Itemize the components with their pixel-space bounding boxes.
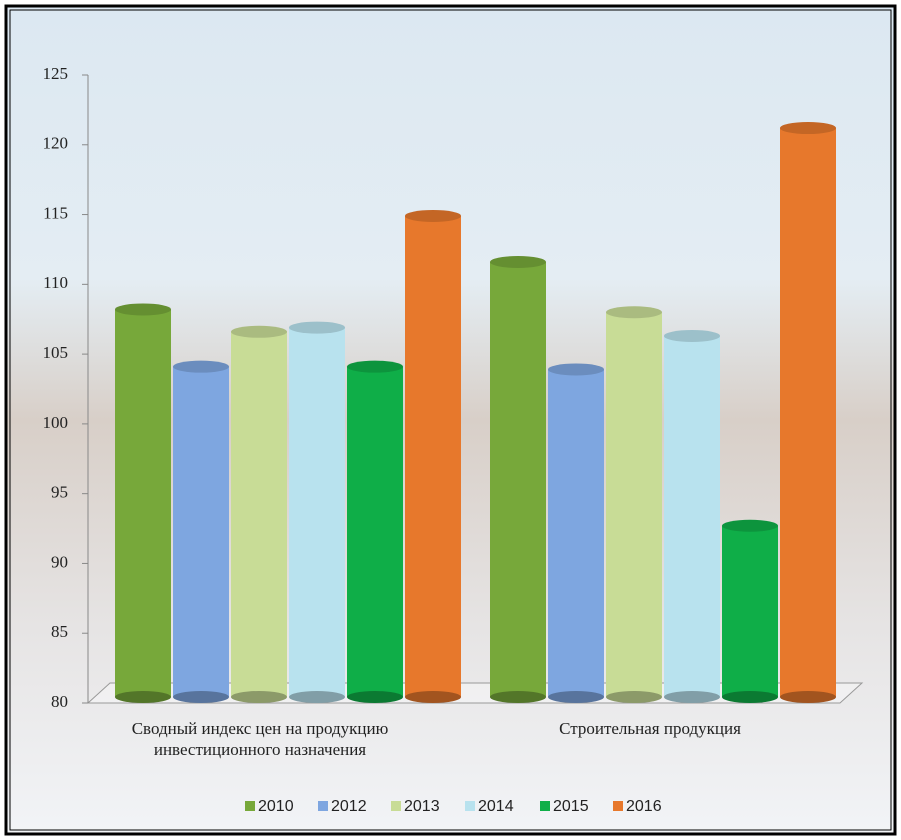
bar-body (231, 332, 287, 697)
legend-label: 2016 (626, 798, 662, 815)
y-tick-label: 90 (51, 552, 68, 571)
legend-label: 2012 (331, 798, 367, 815)
legend-label: 2014 (478, 798, 514, 815)
bar-base (405, 691, 461, 703)
bar-base (548, 691, 604, 703)
bar (780, 122, 836, 703)
bar-top (289, 322, 345, 334)
bar-base (490, 691, 546, 703)
chart: 80 85 90 95 100 105 110 115 120 125 2010 2012 2013 20… (0, 0, 901, 840)
bar-top (606, 306, 662, 318)
y-tick-label: 115 (43, 203, 68, 222)
y-tick-label: 100 (43, 413, 69, 432)
bar-base (115, 691, 171, 703)
y-tick-label: 105 (43, 343, 69, 362)
bar (490, 256, 546, 703)
bar-body (173, 367, 229, 697)
legend-label: 2015 (553, 798, 589, 815)
bar-top (722, 520, 778, 532)
legend-swatch (465, 801, 475, 811)
bar-top (231, 326, 287, 338)
bar (606, 306, 662, 703)
bar-top (490, 256, 546, 268)
bar-top (173, 361, 229, 373)
y-tick-label: 125 (43, 64, 69, 83)
bar-base (664, 691, 720, 703)
bar-body (606, 312, 662, 697)
bar-top (664, 330, 720, 342)
bar-body (490, 262, 546, 697)
legend-label: 2010 (258, 798, 294, 815)
bar (115, 303, 171, 703)
bar-top (405, 210, 461, 222)
legend-label: 2013 (404, 798, 440, 815)
legend-swatch (318, 801, 328, 811)
bar (722, 520, 778, 703)
bar-base (289, 691, 345, 703)
legend-swatch (613, 801, 623, 811)
bar-top (548, 363, 604, 375)
bar-base (722, 691, 778, 703)
bar-top (347, 361, 403, 373)
y-tick-label: 110 (43, 273, 68, 292)
y-tick-label: 95 (51, 483, 68, 502)
bar (664, 330, 720, 703)
bar (347, 361, 403, 703)
screenshot: 80 85 90 95 100 105 110 115 120 125 2010 2012 2013 20… (0, 0, 901, 840)
bar (173, 361, 229, 703)
bar-top (780, 122, 836, 134)
y-tick-label: 85 (51, 622, 68, 641)
x-tick-label: Сводный индекс цен на продукцию инвестиц… (95, 718, 425, 760)
bar-body (347, 367, 403, 697)
bar-body (664, 336, 720, 697)
legend-swatch (391, 801, 401, 811)
bar-body (405, 216, 461, 697)
bar-body (115, 309, 171, 697)
bar-base (173, 691, 229, 703)
bar-body (722, 526, 778, 697)
bar-body (548, 369, 604, 697)
x-tick-label: Строительная продукция (475, 718, 825, 739)
bar-base (780, 691, 836, 703)
bar (289, 322, 345, 703)
y-tick-label: 80 (51, 692, 68, 711)
bar (405, 210, 461, 703)
bar (548, 363, 604, 703)
bar-base (231, 691, 287, 703)
legend-swatch (540, 801, 550, 811)
y-tick-label: 120 (43, 134, 69, 153)
bar-base (347, 691, 403, 703)
bar-top (115, 303, 171, 315)
bar (231, 326, 287, 703)
legend-swatch (245, 801, 255, 811)
bar-body (289, 328, 345, 697)
bar-base (606, 691, 662, 703)
bar-body (780, 128, 836, 697)
